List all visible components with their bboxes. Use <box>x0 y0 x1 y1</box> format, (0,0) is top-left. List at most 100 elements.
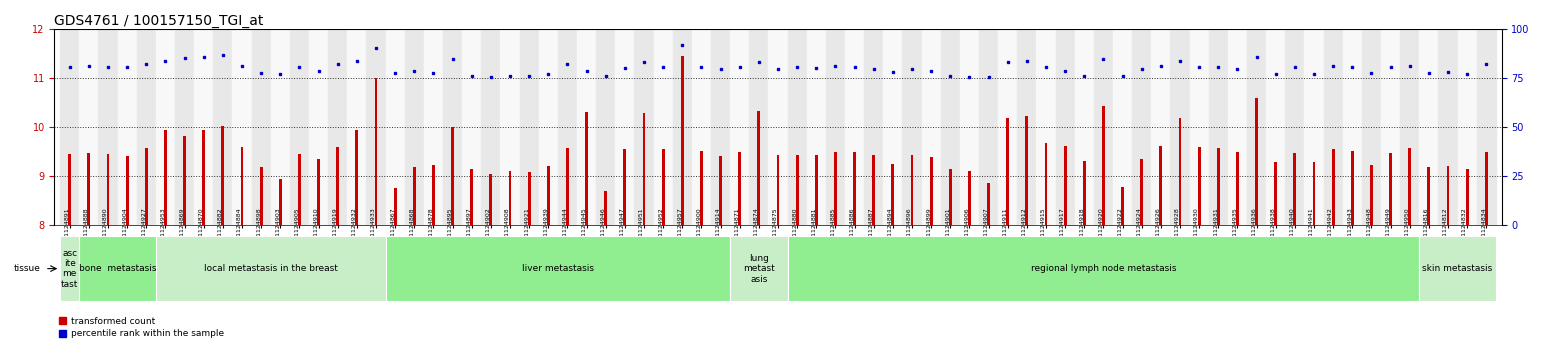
Bar <box>929 158 932 225</box>
Bar <box>1274 162 1277 225</box>
Bar <box>386 29 405 225</box>
Bar <box>310 29 328 225</box>
Bar <box>118 29 137 225</box>
Bar <box>1064 146 1066 225</box>
Bar <box>1400 29 1419 225</box>
Bar <box>884 29 902 225</box>
Text: local metastasis in the breast: local metastasis in the breast <box>204 264 338 273</box>
Legend: transformed count, percentile rank within the sample: transformed count, percentile rank withi… <box>59 317 224 338</box>
Bar <box>451 127 454 225</box>
Bar <box>585 112 588 225</box>
Bar <box>126 156 129 225</box>
Bar <box>1102 106 1105 225</box>
Bar <box>979 29 997 225</box>
Bar <box>815 155 818 225</box>
Bar <box>1362 29 1382 225</box>
Bar <box>643 113 646 225</box>
Bar <box>738 152 741 225</box>
Bar <box>1170 29 1189 225</box>
Bar <box>423 29 443 225</box>
Bar <box>546 166 549 225</box>
Bar <box>213 29 232 225</box>
Bar <box>1304 29 1324 225</box>
Bar <box>137 29 156 225</box>
Bar <box>367 29 386 225</box>
Bar <box>902 29 921 225</box>
Bar <box>1075 29 1094 225</box>
Bar <box>559 29 577 225</box>
Bar <box>853 152 856 225</box>
Bar <box>1141 159 1144 225</box>
Bar <box>997 29 1018 225</box>
Bar <box>1189 29 1209 225</box>
Bar <box>1209 29 1228 225</box>
Bar <box>61 29 79 225</box>
Bar <box>1246 29 1267 225</box>
Bar <box>1267 29 1285 225</box>
Bar <box>1369 165 1372 225</box>
Bar <box>174 29 194 225</box>
Bar <box>1025 116 1029 225</box>
Bar <box>1351 151 1354 225</box>
Bar <box>672 29 692 225</box>
Bar <box>806 29 826 225</box>
Bar <box>509 171 512 225</box>
Bar <box>490 174 492 225</box>
Bar <box>892 164 895 225</box>
Bar <box>635 29 654 225</box>
Bar <box>271 29 289 225</box>
Text: lung
metast
asis: lung metast asis <box>742 254 775 284</box>
Text: asc
ite
me
tast: asc ite me tast <box>61 249 78 289</box>
Bar <box>470 169 473 225</box>
Bar <box>501 29 520 225</box>
FancyBboxPatch shape <box>787 236 1419 301</box>
Bar <box>776 155 780 225</box>
Bar <box>1438 29 1458 225</box>
Bar <box>682 56 683 225</box>
FancyBboxPatch shape <box>1419 236 1495 301</box>
Bar <box>719 156 722 225</box>
Text: bone  metastasis: bone metastasis <box>79 264 156 273</box>
FancyBboxPatch shape <box>61 236 79 301</box>
Bar <box>1178 118 1181 225</box>
FancyBboxPatch shape <box>386 236 730 301</box>
Bar <box>1343 29 1362 225</box>
Bar <box>1484 152 1488 225</box>
Bar <box>79 29 98 225</box>
Bar <box>1466 169 1469 225</box>
Bar <box>347 29 367 225</box>
Bar <box>1113 29 1133 225</box>
Bar <box>1313 162 1315 225</box>
Bar <box>163 130 166 225</box>
Bar <box>750 29 769 225</box>
Bar <box>987 183 990 225</box>
Bar <box>1235 152 1239 225</box>
Bar <box>355 130 358 225</box>
Bar <box>787 29 806 225</box>
Bar <box>221 126 224 225</box>
Bar <box>1458 29 1477 225</box>
Bar <box>845 29 864 225</box>
Bar <box>873 155 874 225</box>
Bar <box>1044 143 1047 225</box>
Bar <box>1477 29 1495 225</box>
Bar <box>604 191 607 225</box>
Bar <box>654 29 672 225</box>
Bar <box>566 148 569 225</box>
Text: regional lymph node metastasis: regional lymph node metastasis <box>1030 264 1176 273</box>
Bar <box>405 29 423 225</box>
Bar <box>1159 146 1162 225</box>
FancyBboxPatch shape <box>730 236 787 301</box>
Bar <box>527 172 531 225</box>
Bar <box>1382 29 1400 225</box>
Bar <box>700 151 703 225</box>
Bar <box>394 188 397 225</box>
Bar <box>1419 29 1438 225</box>
Bar <box>1228 29 1246 225</box>
Bar <box>1007 118 1010 225</box>
Bar <box>1256 98 1257 225</box>
Bar <box>921 29 941 225</box>
Bar <box>960 29 979 225</box>
Bar <box>1217 148 1220 225</box>
Bar <box>433 165 434 225</box>
